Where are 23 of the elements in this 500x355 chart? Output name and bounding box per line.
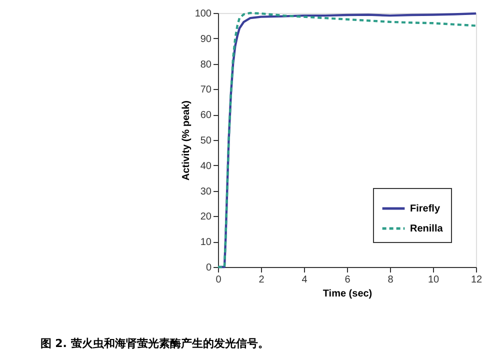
- y-tick-label: 20: [200, 212, 212, 223]
- y-tick-label: 80: [200, 59, 212, 70]
- y-tick-label: 30: [200, 186, 212, 198]
- legend-label: Firefly: [410, 204, 440, 214]
- x-tick-label: 10: [428, 274, 440, 286]
- y-tick-label: 70: [200, 84, 212, 96]
- y-tick-label: 100: [194, 8, 212, 20]
- y-tick-label: 90: [200, 34, 212, 45]
- y-axis-title: Activity (% peak): [180, 100, 192, 181]
- x-tick-label: 6: [344, 274, 351, 286]
- x-axis-title: Time (sec): [322, 288, 372, 300]
- legend-label: Renilla: [410, 224, 444, 234]
- x-tick-label: 2: [258, 274, 265, 286]
- caption: 图 2. 萤火虫和海肾萤光素酶产生的发光信号。: [40, 337, 269, 350]
- x-tick-label: 12: [470, 274, 482, 286]
- x-tick-label: 8: [388, 274, 394, 286]
- y-tick-label: 60: [200, 110, 212, 122]
- x-tick-label: 4: [302, 274, 308, 286]
- y-tick-label: 50: [200, 136, 212, 146]
- y-tick-label: 40: [200, 160, 212, 172]
- y-tick-label: 0: [206, 262, 212, 274]
- y-tick-label: 10: [200, 237, 212, 248]
- x-tick-label: 0: [216, 274, 222, 286]
